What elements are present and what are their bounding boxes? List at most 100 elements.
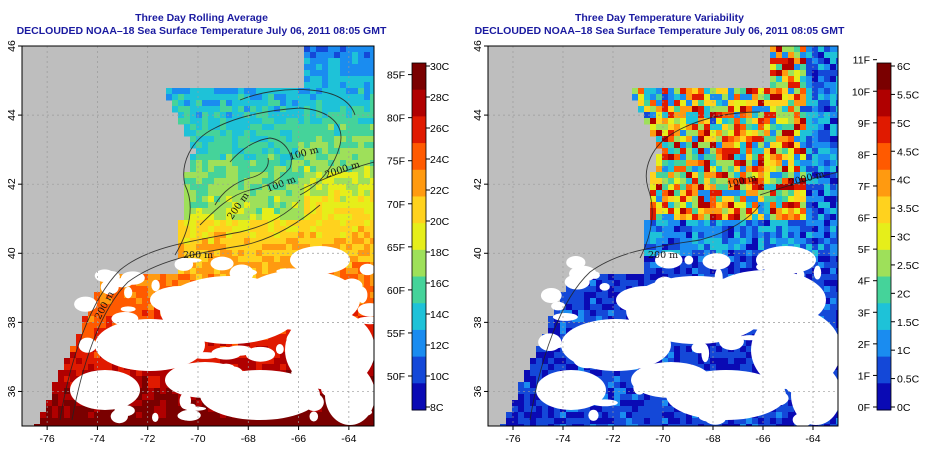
colorbar-f-label: 5F: [858, 244, 870, 256]
colorbar-swatch: [412, 249, 426, 278]
lon-tick-label: -70: [190, 433, 205, 445]
lat-tick-label: 44: [6, 109, 18, 121]
colorbar-c-label: 1.5C: [897, 317, 920, 329]
colorbar-c-label: 3C: [897, 232, 911, 244]
left-contour-label-200a: 200 m: [183, 250, 213, 261]
colorbar-c-label: 26C: [430, 123, 450, 135]
colorbar-f-label: 11F: [853, 55, 870, 67]
colorbar-f-label: 10F: [852, 86, 870, 98]
colorbar-swatch: [412, 63, 426, 91]
sst-average-map: 200 m 200 m 200 m 2000 m 100 m 100 m -76…: [6, 40, 375, 445]
colorbar-f-label: 4F: [858, 276, 870, 288]
colorbar-swatch: [412, 383, 426, 411]
colorbar-f-label: 60F: [387, 285, 405, 297]
right-title: Three Day Temperature Variability: [574, 12, 745, 24]
left-graticule: [22, 46, 374, 426]
left-latitude-axis: 36 38 40 42 44 46: [6, 40, 22, 397]
colorbar-swatch: [412, 143, 426, 171]
right-longitude-axis: -76 -74 -72 -70 -68 -66 -64: [505, 426, 821, 445]
colorbar-swatch: [412, 356, 426, 384]
colorbar-c-label: 16C: [430, 278, 450, 290]
colorbar-f-label: 1F: [858, 370, 870, 382]
colorbar-f-label: 2F: [858, 339, 870, 351]
colorbar-swatch: [877, 329, 891, 358]
colorbar-swatch: [877, 249, 891, 278]
right-colorbar: 6C 5.5C 5C 4.5C 4C 3.5C 3C 2.5C 2C 1.5C 1C 0.5C 0C 11…: [852, 55, 920, 414]
colorbar-c-label: 8C: [430, 402, 444, 414]
left-title: Three Day Rolling Average: [135, 12, 268, 24]
colorbar-f-label: 55F: [387, 328, 405, 340]
lon-tick-label: -68: [705, 433, 720, 445]
colorbar-c-label: 14C: [430, 309, 450, 321]
colorbar-f-label: 0F: [858, 402, 870, 414]
lat-tick-label: 36: [472, 385, 484, 397]
colorbar-f-label: 9F: [858, 118, 870, 130]
left-colorbar: 30C 28C 26C 24C 22C 20C 18C 16C 14C 12C 10C 8C 85F 80…: [387, 61, 450, 414]
colorbar-c-label: 3.5C: [897, 203, 920, 215]
colorbar-swatch: [412, 116, 426, 144]
lat-tick-label: 38: [472, 316, 484, 328]
colorbar-c-label: 10C: [430, 371, 450, 383]
colorbar-swatch: [877, 89, 891, 117]
lon-tick-label: -68: [241, 433, 256, 445]
colorbar-c-label: 6C: [897, 61, 911, 73]
left-subtitle: DECLOUDED NOAA–18 Sea Surface Temperatur…: [16, 25, 387, 37]
lon-tick-label: -76: [505, 433, 520, 445]
colorbar-f-label: 6F: [858, 213, 870, 225]
lat-tick-label: 42: [472, 178, 484, 190]
lat-tick-label: 40: [6, 247, 18, 259]
colorbar-swatch: [877, 63, 891, 91]
left-bathymetry-contours: [59, 89, 374, 421]
colorbar-swatch: [877, 196, 891, 224]
lon-tick-label: -74: [555, 433, 570, 445]
colorbar-c-label: 2.5C: [897, 260, 920, 272]
colorbar-c-label: 4C: [897, 175, 911, 187]
colorbar-c-label: 22C: [430, 185, 450, 197]
colorbar-swatch: [412, 196, 426, 224]
right-cloud-mask: [536, 246, 838, 426]
colorbar-swatch: [877, 383, 891, 411]
colorbar-f-label: 65F: [387, 242, 405, 254]
colorbar-c-label: 1C: [897, 345, 911, 357]
colorbar-swatch: [877, 116, 891, 144]
colorbar-c-label: 2C: [897, 288, 911, 300]
colorbar-c-label: 0.5C: [897, 374, 920, 386]
lon-tick-label: -64: [805, 433, 820, 445]
colorbar-f-label: 70F: [387, 199, 405, 211]
sst-variability-map: 200 m 2000 m 100 m -76 -74 -72 -70 -68 -66 -64…: [472, 40, 839, 445]
lon-tick-label: -74: [90, 433, 105, 445]
colorbar-swatch: [877, 276, 891, 304]
lat-tick-label: 38: [6, 316, 18, 328]
lat-tick-label: 42: [6, 178, 18, 190]
colorbar-swatch: [412, 89, 426, 117]
colorbar-f-label: 85F: [387, 70, 405, 82]
colorbar-c-label: 28C: [430, 92, 450, 104]
colorbar-c-label: 5C: [897, 118, 911, 130]
colorbar-c-label: 30C: [430, 61, 450, 73]
colorbar-f-label: 8F: [858, 149, 870, 161]
right-subtitle: DECLOUDED NOAA–18 Sea Surface Temperatur…: [474, 25, 845, 37]
lat-tick-label: 46: [6, 40, 18, 52]
colorbar-swatch: [412, 276, 426, 304]
lon-tick-label: -76: [40, 433, 55, 445]
colorbar-c-label: 20C: [430, 216, 450, 228]
colorbar-f-label: 75F: [387, 156, 405, 168]
colorbar-swatch: [877, 303, 891, 331]
lon-tick-label: -72: [140, 433, 155, 445]
colorbar-swatch: [412, 223, 426, 251]
lon-tick-label: -66: [755, 433, 770, 445]
colorbar-swatch: [877, 169, 891, 197]
colorbar-swatch: [412, 169, 426, 197]
lat-tick-label: 40: [472, 247, 484, 259]
colorbar-f-label: 3F: [858, 307, 870, 319]
left-longitude-axis: -76 -74 -72 -70 -68 -66 -64: [40, 426, 357, 445]
lat-tick-label: 36: [6, 385, 18, 397]
right-graticule: [488, 46, 838, 426]
right-latitude-axis: 36 38 40 42 44 46: [472, 40, 488, 397]
right-contour-label-200: 200 m: [648, 250, 678, 261]
colorbar-c-label: 4.5C: [897, 146, 920, 158]
colorbar-swatch: [877, 223, 891, 251]
lat-tick-label: 46: [472, 40, 484, 52]
colorbar-swatch: [877, 143, 891, 171]
